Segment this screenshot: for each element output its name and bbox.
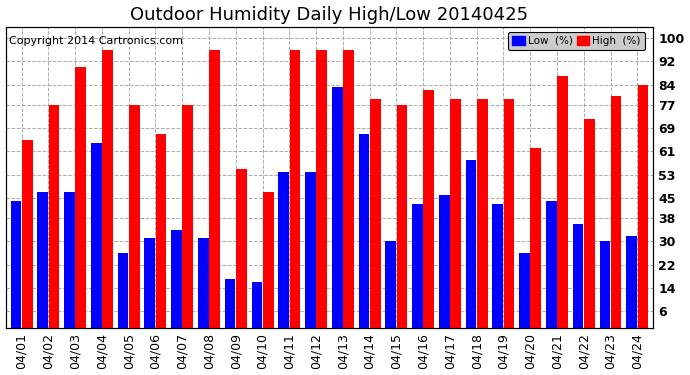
Bar (263, 192, 273, 328)
Bar (91, 142, 101, 328)
Bar (638, 85, 648, 328)
Bar (144, 238, 155, 328)
Bar (370, 99, 381, 328)
Bar (225, 279, 235, 328)
Bar (209, 50, 220, 328)
Bar (477, 99, 488, 328)
Bar (424, 90, 434, 328)
Bar (198, 238, 208, 328)
Bar (102, 50, 113, 328)
Bar (611, 96, 622, 328)
Bar (129, 105, 139, 328)
Bar (386, 242, 396, 328)
Bar (397, 105, 407, 328)
Bar (182, 105, 193, 328)
Bar (573, 224, 584, 328)
Bar (531, 148, 541, 328)
Bar (493, 204, 503, 328)
Bar (504, 99, 515, 328)
Bar (278, 172, 289, 328)
Bar (332, 87, 342, 328)
Bar (584, 119, 595, 328)
Title: Outdoor Humidity Daily High/Low 20140425: Outdoor Humidity Daily High/Low 20140425 (130, 6, 529, 24)
Bar (316, 50, 327, 328)
Bar (118, 253, 128, 328)
Bar (156, 134, 166, 328)
Text: Copyright 2014 Cartronics.com: Copyright 2014 Cartronics.com (9, 36, 183, 45)
Bar (252, 282, 262, 328)
Bar (558, 76, 568, 328)
Bar (171, 230, 182, 328)
Bar (412, 204, 423, 328)
Bar (546, 201, 557, 328)
Bar (37, 192, 48, 328)
Bar (10, 201, 21, 328)
Bar (466, 160, 476, 328)
Bar (64, 192, 75, 328)
Bar (343, 50, 354, 328)
Bar (290, 50, 300, 328)
Bar (49, 105, 59, 328)
Bar (520, 253, 530, 328)
Bar (600, 242, 610, 328)
Bar (236, 169, 247, 328)
Bar (75, 67, 86, 328)
Bar (305, 172, 316, 328)
Bar (627, 236, 637, 328)
Bar (450, 99, 461, 328)
Legend: Low  (%), High  (%): Low (%), High (%) (508, 32, 645, 50)
Bar (439, 195, 450, 328)
Bar (359, 134, 369, 328)
Bar (22, 140, 32, 328)
